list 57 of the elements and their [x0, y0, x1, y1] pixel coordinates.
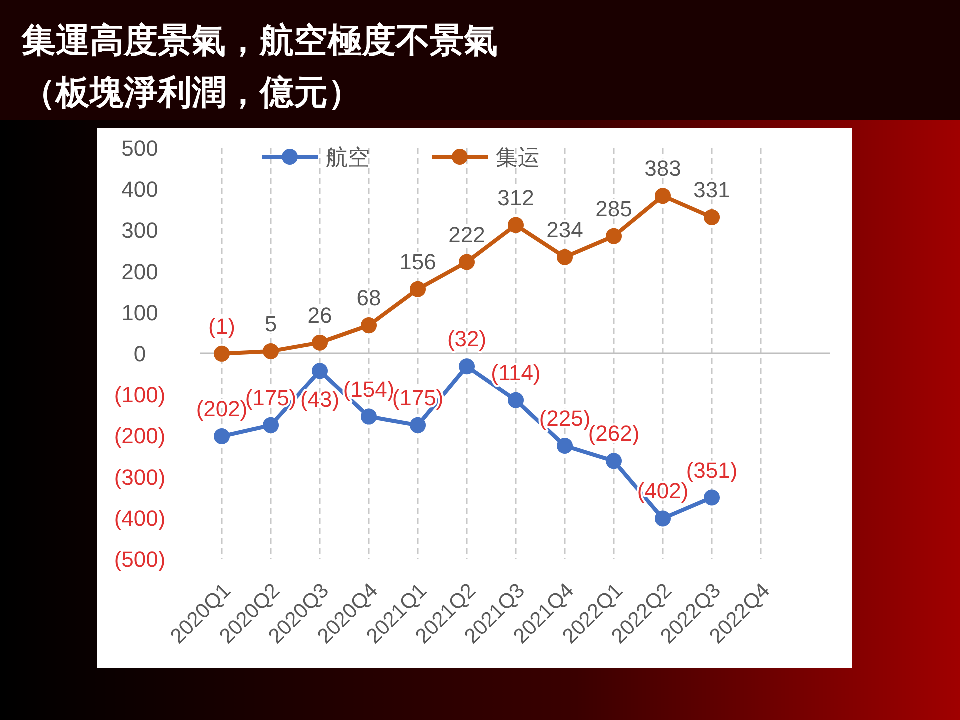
data-label: 234: [546, 217, 584, 242]
data-label: (202): [196, 396, 248, 422]
point: [557, 249, 573, 266]
data-label: 331: [694, 177, 730, 202]
chart-subtitle: （板塊淨利潤，億元）: [22, 74, 362, 112]
point: [508, 217, 524, 234]
point: [361, 408, 377, 425]
data-label: (154): [343, 376, 395, 402]
data-label: 312: [498, 185, 534, 210]
point: [410, 417, 426, 434]
y-tick-label: (100): [114, 382, 166, 408]
y-tick-label: 300: [122, 218, 158, 244]
data-label: (32): [447, 326, 487, 352]
chart-title: 集運高度景氣，航空極度不景氣: [21, 22, 498, 60]
y-tick-label: (300): [114, 464, 166, 490]
point: [606, 228, 622, 244]
data-label: (225): [539, 406, 591, 431]
point: [214, 346, 230, 362]
point: [410, 281, 426, 298]
data-label: (114): [491, 360, 541, 386]
y-tick-label: (400): [114, 506, 166, 531]
legend-label: 航空: [326, 145, 370, 170]
data-label: 68: [356, 286, 382, 311]
data-label: 383: [644, 156, 682, 182]
point: [214, 428, 230, 445]
data-label: (175): [245, 385, 297, 410]
y-tick-label: 0: [134, 342, 146, 366]
point: [459, 254, 475, 270]
data-label: 26: [308, 302, 332, 328]
point: [557, 438, 573, 454]
y-tick-label: 100: [122, 300, 158, 326]
y-tick-label: (500): [114, 547, 166, 572]
data-label: (43): [300, 387, 340, 412]
data-label: 156: [400, 249, 436, 274]
point: [704, 490, 720, 506]
point: [655, 510, 671, 527]
point: [606, 453, 622, 470]
y-tick-label: (200): [114, 424, 166, 449]
point: [263, 417, 279, 434]
point: [655, 188, 671, 204]
point: [704, 209, 720, 226]
y-tick-label: 500: [122, 136, 158, 161]
data-label: 5: [264, 311, 278, 336]
point: [312, 363, 328, 380]
y-tick-label: 200: [122, 259, 158, 284]
point: [508, 392, 524, 408]
point: [361, 318, 377, 334]
point: [459, 358, 475, 375]
data-label: (351): [686, 458, 738, 483]
y-tick-label: 400: [122, 177, 158, 202]
data-label: (262): [588, 421, 640, 446]
data-label: 285: [596, 196, 632, 222]
point: [263, 343, 279, 360]
data-label: (1): [208, 314, 236, 339]
legend-label: 集运: [496, 145, 540, 170]
point: [312, 334, 328, 351]
data-label: 222: [448, 222, 486, 248]
